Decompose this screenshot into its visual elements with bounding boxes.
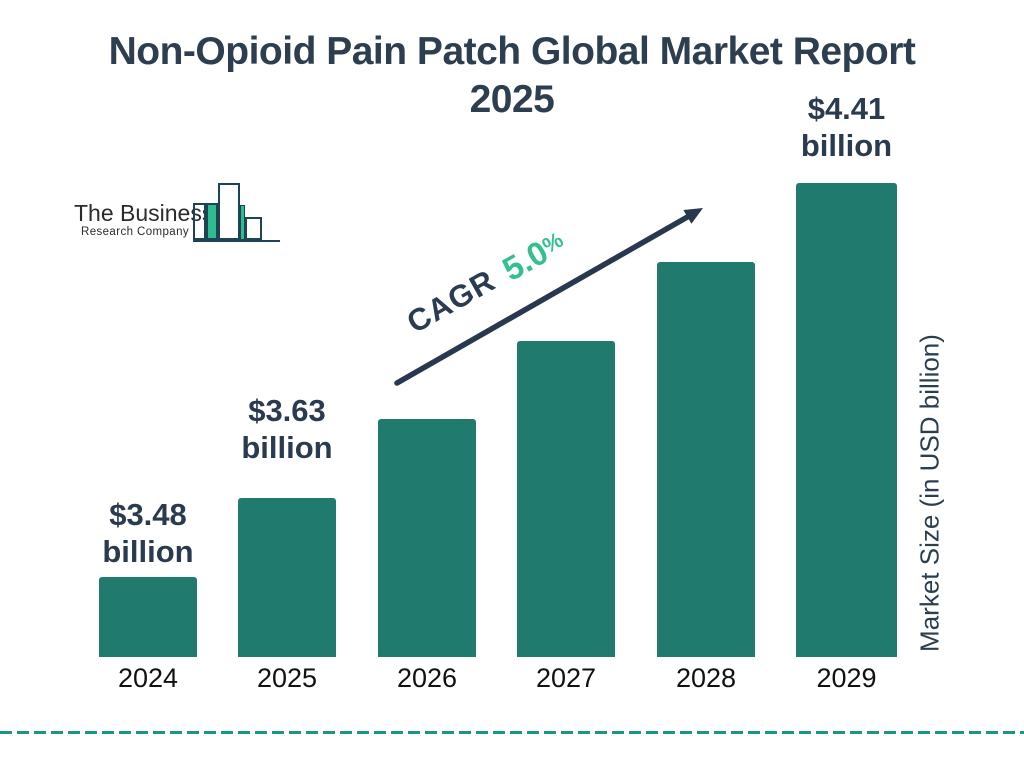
cagr-annotation: CAGR 5.0% [401,223,572,342]
bar-2025 [238,498,336,657]
logo-bar-outline-2 [245,217,262,240]
bar-chart-logo-icon [193,182,280,242]
brand-name: The Business [74,200,214,226]
logo-bar-outline-1 [193,203,206,240]
bar-2024 [99,577,197,657]
x-axis-label-2024: 2024 [117,663,179,693]
brand-logo-text: The Business Research Company [74,200,214,239]
bar-value-label-2029: $4.41 billion [761,90,933,164]
bar-2027 [517,341,615,657]
bar-value-unit: billion [102,534,194,569]
bar-value-amount: $3.63 [248,393,326,428]
logo-bar-outline-tall [218,183,240,240]
x-axis-label-2028: 2028 [675,663,737,693]
cagr-label: CAGR [400,262,502,340]
bar-value-label-2025: $3.63 billion [201,392,373,466]
bar-value-unit: billion [241,430,333,465]
bar-2026 [378,419,476,657]
bar-value-unit: billion [800,128,893,163]
bar-value-label-2024: $3.48 billion [62,496,234,570]
bar-value-amount: $4.41 [807,91,886,126]
x-axis-label-2026: 2026 [396,663,458,693]
bar-2028 [657,262,755,657]
cagr-value-group: 5.0% [496,223,572,288]
y-axis-title: Market Size (in USD billion) [914,334,945,652]
page-title-line2: 2025 [469,78,555,121]
logo-bar-green-1 [206,203,218,240]
page-title-line1: Non-Opioid Pain Patch Global Market Repo… [108,30,916,73]
dashed-separator-line [0,731,1024,734]
page-title: Non-Opioid Pain Patch Global Market Repo… [0,28,1024,124]
bar-value-amount: $3.48 [109,497,187,532]
x-axis-label-2027: 2027 [535,663,597,693]
bar-2029 [796,183,897,657]
brand-subname: Research Company [80,226,190,238]
logo-bar-green-2 [240,205,245,240]
x-axis-label-2025: 2025 [256,663,318,693]
x-axis-label-2029: 2029 [816,663,877,693]
